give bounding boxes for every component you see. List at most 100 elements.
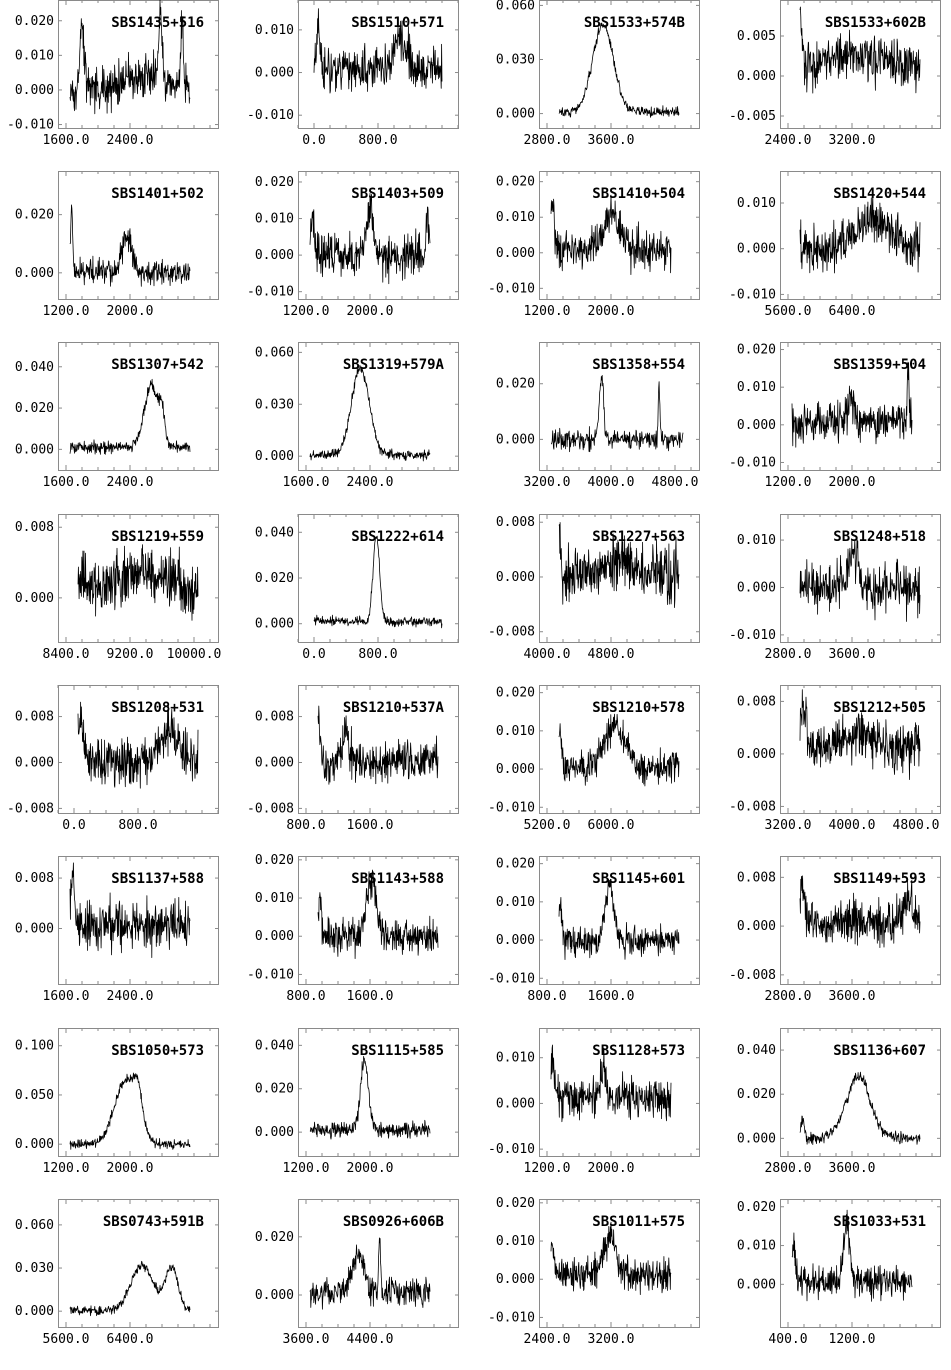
- y-tick-label: 0.010: [255, 23, 294, 38]
- spectrum-panel: 0.010 0.000 -0.010 5600.0 6400.0 SBS1420+544: [722, 171, 951, 342]
- x-tick-label: 1200.0: [829, 1332, 876, 1347]
- plot-frame: [780, 856, 941, 985]
- spectrum-plot: 0.040 0.020 0.000 1200.0 2000.0 SBS1115+585: [255, 1028, 459, 1176]
- y-tick-label: 0.008: [15, 520, 54, 535]
- object-title: SBS1533+602B: [825, 15, 926, 31]
- y-tick-label: 0.000: [496, 933, 535, 948]
- y-tick-label: 0.000: [15, 922, 54, 937]
- x-tick-label: 1600.0: [43, 475, 90, 490]
- object-title: SBS1210+578: [592, 700, 685, 716]
- spectrum-plot: 0.010 0.000 -0.010 5600.0 6400.0 SBS1420+544: [729, 171, 941, 319]
- spectrum-trace: [317, 869, 439, 959]
- y-tick-label: -0.010: [247, 285, 294, 300]
- y-tick-label: 0.020: [15, 208, 54, 223]
- y-tick-label: 0.020: [255, 1230, 294, 1245]
- spectrum-plot: 0.020 0.010 0.000 -0.010 800.0 1600.0 SBS1143+…: [247, 853, 459, 1004]
- x-tick-label: 1200.0: [43, 304, 90, 319]
- spectrum-plot: 0.100 0.050 0.000 1200.0 2000.0 SBS1050+573: [15, 1028, 219, 1176]
- x-tick-label: 3200.0: [765, 818, 812, 833]
- spectrum-plot: 0.020 0.010 0.000 -0.010 1200.0 2000.0 SBS1359…: [729, 342, 941, 490]
- y-tick-label: 0.000: [737, 580, 776, 595]
- x-tick-label: 1200.0: [283, 304, 330, 319]
- spectrum-trace: [69, 1260, 191, 1317]
- object-title: SBS1050+573: [111, 1043, 204, 1059]
- y-tick-label: -0.008: [247, 801, 294, 816]
- y-tick-label: 0.000: [737, 418, 776, 433]
- object-title: SBS1115+585: [351, 1043, 444, 1059]
- spectrum-plot: 0.020 0.010 0.000 -0.010 2400.0 3200.0 SBS1011…: [488, 1196, 700, 1347]
- y-tick-label: 0.008: [737, 870, 776, 885]
- x-tick-label: 1200.0: [765, 475, 812, 490]
- y-tick-label: -0.010: [488, 1310, 535, 1325]
- x-tick-label: 800.0: [286, 989, 325, 1004]
- spectrum-plot: 0.008 0.000 8400.0 9200.0 10000.0 SBS1219+559: [15, 514, 221, 662]
- x-tick-label: 3600.0: [829, 647, 876, 662]
- y-tick-label: 0.100: [15, 1039, 54, 1054]
- x-tick-label: 4800.0: [652, 475, 699, 490]
- object-title: SBS1136+607: [833, 1043, 926, 1059]
- plot-frame: [539, 342, 700, 471]
- y-tick-label: -0.008: [7, 801, 54, 816]
- y-tick-label: -0.008: [729, 968, 776, 983]
- y-tick-label: 0.000: [255, 449, 294, 464]
- spectrum-panel: 0.008 0.000 -0.008 3200.0 4000.0 4800.0 SBS121…: [722, 685, 951, 856]
- spectrum-trace: [558, 878, 680, 960]
- spectrum-panel: 0.008 0.000 -0.008 0.0 800.0 SBS1208+531: [0, 685, 238, 856]
- spectrum-plot: 0.020 0.010 0.000 400.0 1200.0 SBS1033+531: [737, 1199, 941, 1347]
- y-tick-label: 0.040: [15, 360, 54, 375]
- spectrum-plot: 0.020 0.010 0.000 -0.010 800.0 1600.0 SBS1145+…: [488, 856, 700, 1004]
- plot-frame: [539, 856, 700, 985]
- spectrum-trace: [558, 22, 680, 118]
- y-tick-label: -0.010: [247, 108, 294, 123]
- x-tick-label: 3600.0: [588, 133, 635, 148]
- y-tick-label: 0.000: [496, 762, 535, 777]
- y-tick-label: 0.000: [737, 69, 776, 84]
- spectrum-plot: 0.008 0.000 -0.008 4000.0 4800.0 SBS1227+563: [488, 514, 700, 662]
- y-tick-label: 0.010: [255, 212, 294, 227]
- object-title: SBS1128+573: [592, 1043, 685, 1059]
- spectrum-trace: [550, 194, 672, 275]
- spectrum-trace: [550, 1221, 672, 1295]
- x-tick-label: 1200.0: [283, 1161, 330, 1176]
- x-tick-label: 1200.0: [43, 1161, 90, 1176]
- y-tick-label: -0.010: [729, 455, 776, 470]
- y-tick-label: 0.000: [496, 570, 535, 585]
- y-tick-label: 0.010: [496, 1051, 535, 1066]
- y-tick-label: 0.020: [496, 377, 535, 392]
- spectrum-panel: 0.040 0.020 0.000 0.0 800.0 SBS1222+614: [240, 514, 478, 685]
- y-tick-label: -0.010: [729, 628, 776, 643]
- x-tick-label: 1600.0: [43, 133, 90, 148]
- spectrum-panel: 0.010 0.000 -0.010 1200.0 2000.0 SBS1128+573: [481, 1028, 719, 1199]
- spectrum-trace: [309, 1055, 431, 1140]
- y-tick-label: 0.008: [255, 710, 294, 725]
- y-tick-label: 0.020: [15, 401, 54, 416]
- spectrum-panel: 0.020 0.010 0.000 -0.010 5200.0 6000.0 SBS1210…: [481, 685, 719, 856]
- x-tick-label: 9200.0: [107, 647, 154, 662]
- y-tick-label: 0.010: [496, 210, 535, 225]
- x-tick-label: 2800.0: [524, 133, 571, 148]
- y-tick-label: 0.020: [737, 1087, 776, 1102]
- spectrum-trace: [317, 705, 439, 785]
- spectrum-plot: 0.020 0.010 0.000 -0.010 1200.0 2000.0 SBS1410…: [488, 171, 700, 319]
- spectrum-trace: [799, 1071, 921, 1145]
- y-tick-label: 0.020: [496, 857, 535, 872]
- y-tick-label: 0.020: [255, 571, 294, 586]
- plot-frame: [780, 1028, 941, 1157]
- y-tick-label: 0.010: [496, 895, 535, 910]
- spectrum-trace: [309, 364, 431, 462]
- y-tick-label: 0.000: [15, 266, 54, 281]
- plot-frame: [298, 342, 459, 471]
- y-tick-label: 0.000: [255, 66, 294, 81]
- x-tick-label: 4000.0: [588, 475, 635, 490]
- spectrum-trace: [791, 1209, 913, 1302]
- x-tick-label: 800.0: [527, 989, 566, 1004]
- x-tick-label: 3600.0: [283, 1332, 330, 1347]
- x-tick-label: 2000.0: [347, 1161, 394, 1176]
- y-tick-label: 0.020: [737, 343, 776, 358]
- plot-frame: [539, 171, 700, 300]
- spectrum-plot: 0.060 0.030 0.000 2800.0 3600.0 SBS1533+574B: [496, 0, 700, 148]
- object-title: SBS1420+544: [833, 186, 926, 202]
- y-tick-label: 0.020: [496, 175, 535, 190]
- spectrum-panel: 0.010 0.000 -0.010 2800.0 3600.0 SBS1248+518: [722, 514, 951, 685]
